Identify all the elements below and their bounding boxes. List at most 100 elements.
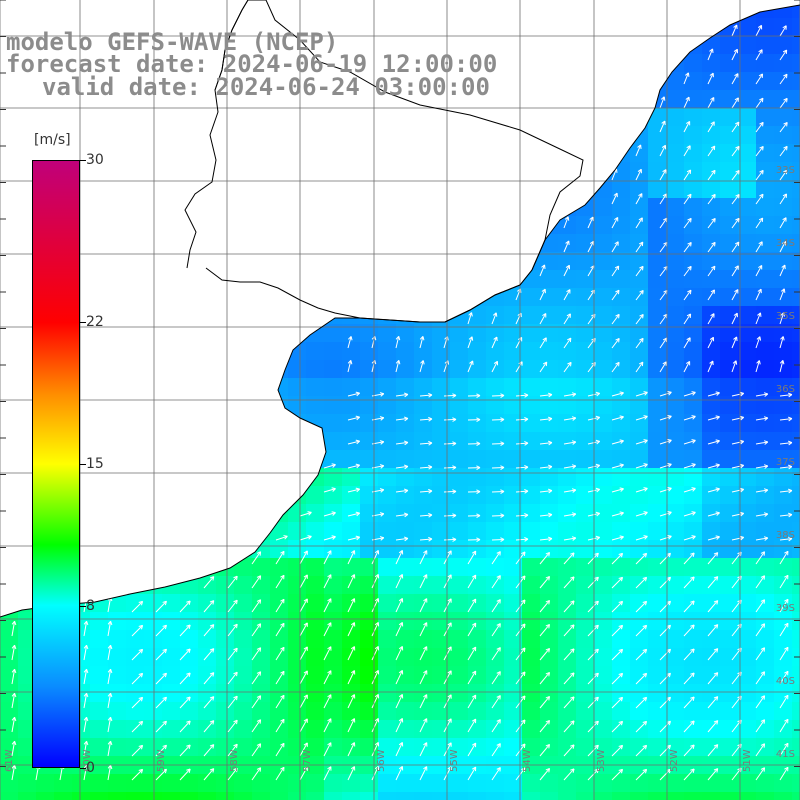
wind-speed-cell <box>324 378 342 396</box>
wind-speed-cell <box>486 378 504 396</box>
wind-speed-cell <box>468 540 486 558</box>
wind-speed-cell <box>486 594 504 612</box>
wind-speed-cell <box>792 180 800 198</box>
wind-speed-cell <box>720 720 738 738</box>
wind-speed-cell <box>720 594 738 612</box>
wind-speed-cell <box>684 162 702 180</box>
wind-speed-cell <box>396 468 414 486</box>
wind-speed-cell <box>684 180 702 198</box>
wind-speed-cell <box>720 486 738 504</box>
wind-speed-cell <box>396 684 414 702</box>
wind-speed-cell <box>774 162 792 180</box>
wind-speed-cell <box>450 432 468 450</box>
wind-speed-cell <box>576 432 594 450</box>
wind-speed-cell <box>396 738 414 756</box>
wind-speed-cell <box>342 450 360 468</box>
wind-speed-cell <box>270 612 288 630</box>
wind-speed-cell <box>270 720 288 738</box>
wind-speed-cell <box>756 648 774 666</box>
wind-speed-cell <box>720 396 738 414</box>
wind-speed-cell <box>468 666 486 684</box>
wind-speed-cell <box>522 342 540 360</box>
wind-speed-cell <box>594 234 612 252</box>
wind-speed-cell <box>324 576 342 594</box>
wind-speed-cell <box>324 594 342 612</box>
wind-speed-cell <box>612 792 630 800</box>
wind-speed-cell <box>540 306 558 324</box>
wind-speed-cell <box>738 126 756 144</box>
wind-speed-cell <box>486 738 504 756</box>
wind-speed-cell <box>468 396 486 414</box>
wind-speed-cell <box>342 342 360 360</box>
wind-speed-cell <box>558 468 576 486</box>
wind-speed-cell <box>756 396 774 414</box>
wind-speed-cell <box>792 342 800 360</box>
wind-speed-cell <box>414 648 432 666</box>
wind-speed-cell <box>540 378 558 396</box>
latitude-label: 39S <box>776 603 795 614</box>
wind-speed-cell <box>378 324 396 342</box>
latitude-label: 35S <box>776 311 795 322</box>
wind-speed-cell <box>234 630 252 648</box>
wind-speed-cell <box>594 450 612 468</box>
wind-speed-cell <box>234 702 252 720</box>
wind-speed-cell <box>774 792 792 800</box>
wind-speed-cell <box>684 54 702 72</box>
wind-speed-cell <box>594 198 612 216</box>
wind-speed-cell <box>504 360 522 378</box>
wind-speed-cell <box>702 288 720 306</box>
wind-speed-cell <box>558 306 576 324</box>
wind-speed-cell <box>414 630 432 648</box>
wind-speed-cell <box>558 360 576 378</box>
wind-speed-cell <box>396 720 414 738</box>
wind-speed-cell <box>756 270 774 288</box>
wind-speed-cell <box>666 108 684 126</box>
wind-speed-cell <box>774 414 792 432</box>
wind-speed-cell <box>702 270 720 288</box>
wind-speed-cell <box>342 540 360 558</box>
wind-speed-cell <box>396 774 414 792</box>
wind-speed-cell <box>504 792 522 800</box>
wind-speed-cell <box>738 270 756 288</box>
wind-speed-cell <box>360 594 378 612</box>
wind-speed-cell <box>756 54 774 72</box>
wind-speed-cell <box>468 612 486 630</box>
wind-speed-cell <box>324 630 342 648</box>
wind-speed-cell <box>738 792 756 800</box>
wind-speed-cell <box>756 108 774 126</box>
wind-speed-cell <box>504 486 522 504</box>
wind-speed-cell <box>648 612 666 630</box>
wind-speed-cell <box>306 594 324 612</box>
wind-speed-cell <box>234 792 252 800</box>
wind-speed-cell <box>540 414 558 432</box>
wind-speed-cell <box>486 486 504 504</box>
wind-speed-cell <box>774 216 792 234</box>
wind-speed-cell <box>486 612 504 630</box>
wind-speed-cell <box>702 180 720 198</box>
wind-speed-cell <box>468 558 486 576</box>
wind-speed-cell <box>774 540 792 558</box>
wind-speed-cell <box>774 432 792 450</box>
wind-speed-cell <box>720 360 738 378</box>
wind-speed-cell <box>720 630 738 648</box>
wind-speed-cell <box>738 774 756 792</box>
wind-speed-cell <box>522 414 540 432</box>
wind-speed-cell <box>612 396 630 414</box>
wind-speed-cell <box>648 270 666 288</box>
wind-speed-cell <box>504 432 522 450</box>
wind-speed-cell <box>576 378 594 396</box>
wind-speed-cell <box>684 360 702 378</box>
wind-speed-cell <box>702 396 720 414</box>
wind-speed-cell <box>630 198 648 216</box>
wind-speed-cell <box>414 468 432 486</box>
wind-speed-cell <box>324 612 342 630</box>
wind-speed-cell <box>288 630 306 648</box>
wind-speed-cell <box>450 774 468 792</box>
wind-speed-cell <box>432 324 450 342</box>
wind-speed-cell <box>288 666 306 684</box>
wind-speed-cell <box>396 486 414 504</box>
wind-speed-cell <box>360 504 378 522</box>
wind-speed-cell <box>576 522 594 540</box>
wind-speed-cell <box>324 738 342 756</box>
